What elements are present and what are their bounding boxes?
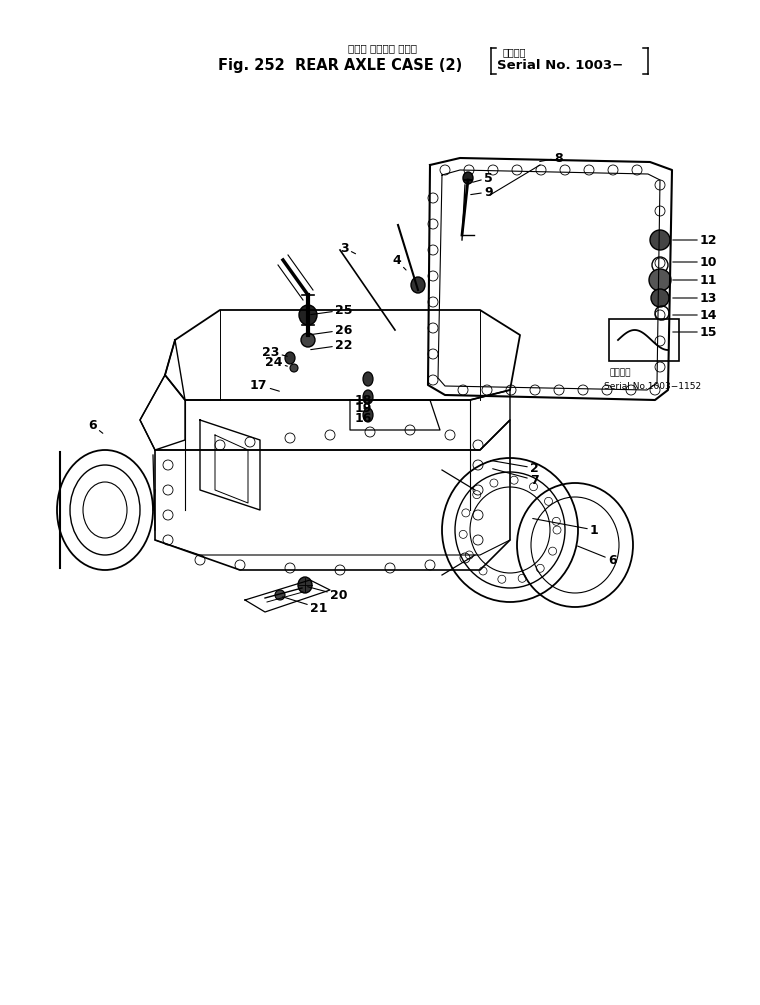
- Text: 14: 14: [673, 309, 717, 322]
- Ellipse shape: [285, 352, 295, 364]
- Ellipse shape: [298, 577, 312, 593]
- Text: 10: 10: [673, 255, 717, 268]
- Text: 5: 5: [473, 172, 492, 185]
- Text: 13: 13: [673, 291, 717, 305]
- Text: 12: 12: [673, 233, 717, 246]
- Ellipse shape: [290, 364, 298, 372]
- Text: 20: 20: [308, 587, 347, 602]
- Text: 16: 16: [355, 411, 372, 424]
- Ellipse shape: [651, 289, 669, 307]
- Text: 18: 18: [355, 394, 372, 406]
- Text: 1: 1: [533, 519, 599, 537]
- Ellipse shape: [363, 408, 373, 422]
- Text: 適用号機: 適用号機: [503, 47, 527, 57]
- Text: 2: 2: [491, 460, 539, 474]
- Ellipse shape: [650, 230, 670, 250]
- Text: Serial No.1003−1152: Serial No.1003−1152: [604, 382, 701, 391]
- Ellipse shape: [463, 172, 473, 184]
- Text: 9: 9: [470, 186, 492, 199]
- Text: 21: 21: [283, 597, 328, 614]
- Ellipse shape: [301, 333, 315, 347]
- Text: 適用号等: 適用号等: [610, 368, 632, 377]
- Ellipse shape: [363, 372, 373, 386]
- Text: 17: 17: [250, 379, 280, 392]
- Text: 15: 15: [673, 326, 717, 339]
- Text: 6: 6: [578, 546, 616, 567]
- Text: 3: 3: [340, 241, 356, 254]
- Text: Fig. 252  REAR AXLE CASE (2): Fig. 252 REAR AXLE CASE (2): [218, 57, 462, 72]
- Text: 19: 19: [355, 402, 372, 414]
- Ellipse shape: [299, 305, 317, 325]
- Text: 7: 7: [492, 468, 539, 486]
- Text: 26: 26: [311, 324, 353, 337]
- Ellipse shape: [275, 590, 285, 600]
- Text: 25: 25: [311, 304, 353, 317]
- Text: 4: 4: [392, 253, 406, 270]
- Text: 6: 6: [88, 418, 103, 433]
- Ellipse shape: [649, 269, 671, 291]
- Text: 22: 22: [311, 339, 353, 352]
- Text: 24: 24: [265, 356, 287, 369]
- Text: 8: 8: [540, 152, 562, 165]
- Ellipse shape: [411, 277, 425, 293]
- Text: 11: 11: [673, 273, 717, 286]
- Text: リヤー アクスル ケース: リヤー アクスル ケース: [349, 43, 417, 53]
- Text: Serial No. 1003−: Serial No. 1003−: [497, 58, 623, 71]
- Ellipse shape: [363, 390, 373, 404]
- Text: 23: 23: [262, 346, 287, 359]
